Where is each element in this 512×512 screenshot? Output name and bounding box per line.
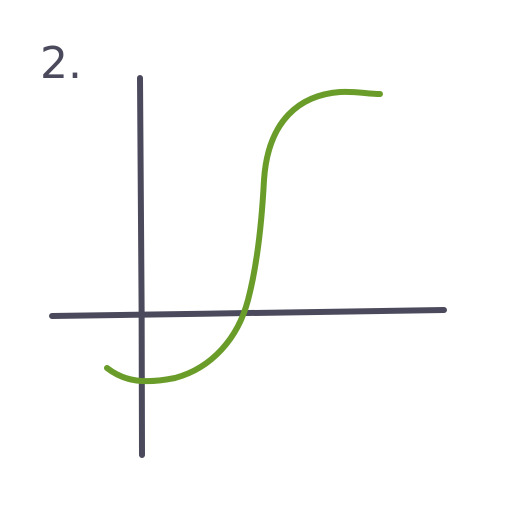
problem-number-label: 2.	[40, 38, 82, 89]
x-axis	[49, 307, 447, 319]
y-axis	[137, 75, 145, 458]
s-curve	[104, 88, 383, 385]
